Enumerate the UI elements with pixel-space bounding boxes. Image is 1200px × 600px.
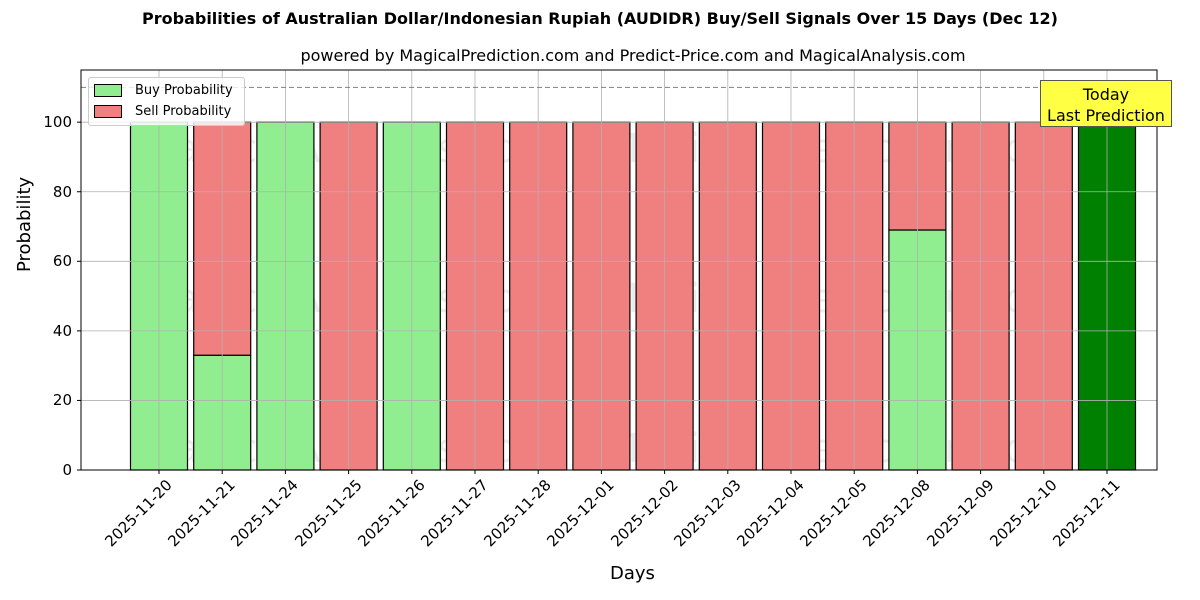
chart-title: Probabilities of Australian Dollar/Indon…: [142, 9, 1058, 28]
buy-swatch-icon: [94, 83, 122, 97]
y-tick-label: 60: [52, 252, 72, 271]
legend-buy-label: Buy Probability: [135, 82, 233, 98]
legend-item-sell: Sell Probability: [94, 103, 231, 119]
legend-sell-label: Sell Probability: [135, 103, 232, 119]
y-tick-label: 20: [52, 391, 72, 410]
today-annotation: Today Last Prediction: [1040, 80, 1172, 127]
today-annotation-line2: Last Prediction: [1047, 106, 1165, 125]
legend: Buy Probability Sell Probability: [88, 77, 245, 126]
sell-swatch-icon: [94, 104, 122, 118]
legend-item-buy: Buy Probability: [94, 82, 233, 98]
x-axis-label: Days: [610, 563, 655, 584]
today-annotation-line1: Today: [1082, 85, 1130, 104]
chart-subtitle: powered by MagicalPrediction.com and Pre…: [300, 46, 966, 65]
y-tick-label: 80: [52, 182, 72, 201]
y-tick-label: 100: [43, 113, 72, 132]
y-tick-label: 40: [52, 321, 72, 340]
y-tick-label: 0: [62, 461, 72, 479]
